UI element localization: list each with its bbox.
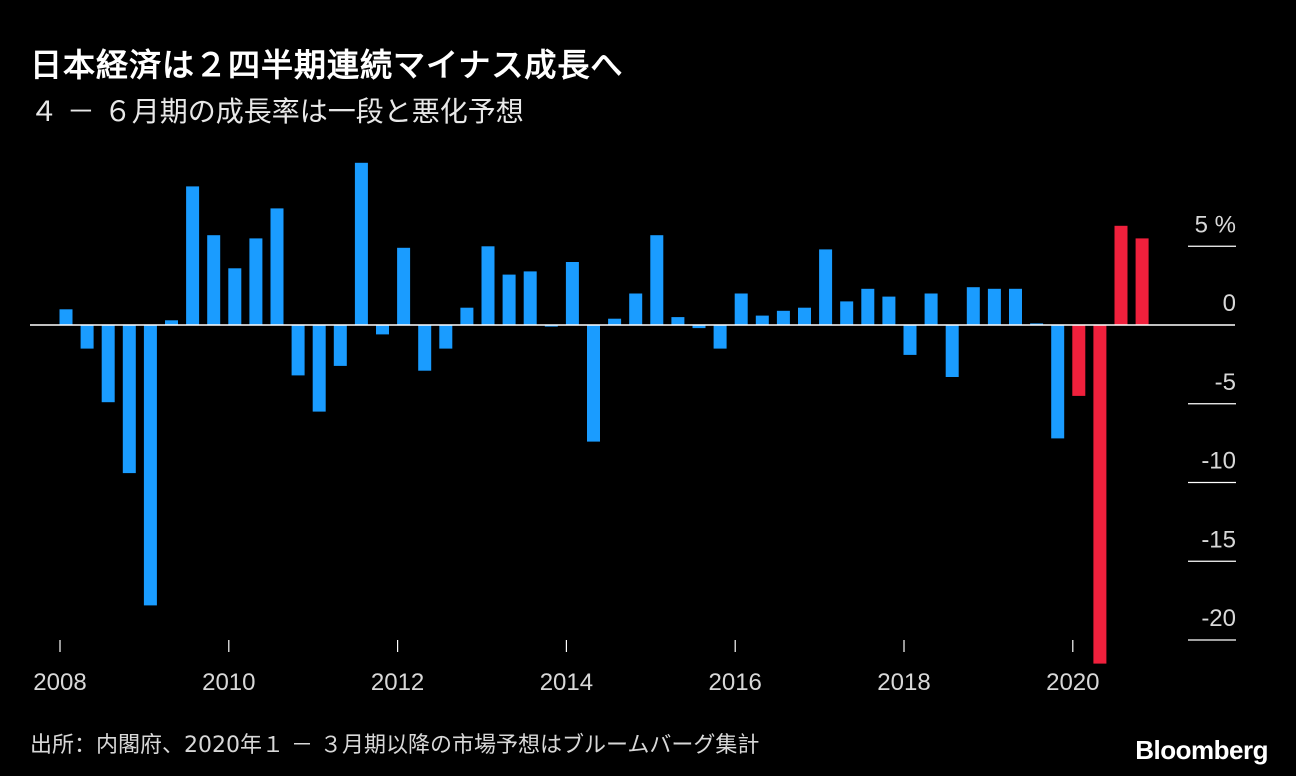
chart-title: 日本経済は２四半期連続マイナス成長へ — [30, 46, 624, 84]
forecast-bar-0 — [1072, 325, 1086, 396]
x-tick-label-6: 2020 — [1046, 669, 1099, 696]
actual-bar-2 — [101, 325, 115, 403]
actual-bar-12 — [312, 325, 326, 412]
actual-bar-42 — [945, 325, 959, 377]
actual-bar-1 — [80, 325, 94, 349]
actual-bar-39 — [882, 296, 896, 325]
actual-bar-18 — [439, 325, 453, 349]
actual-bar-3 — [122, 325, 136, 474]
actual-bar-22 — [523, 271, 537, 325]
actual-bar-21 — [502, 274, 516, 325]
actual-bar-6 — [186, 186, 200, 325]
x-tick-label-0: 2008 — [33, 669, 86, 696]
actual-bar-41 — [924, 293, 938, 325]
forecast-bar-1 — [1093, 325, 1107, 664]
actual-bar-46 — [1030, 323, 1044, 325]
actual-bar-20 — [481, 246, 495, 326]
x-tick-label-3: 2014 — [540, 669, 593, 696]
actual-bar-11 — [291, 325, 305, 376]
source-note: 出所：内閣府、2020年１ － ３月期以降の市場予想はブルームバーグ集計 — [30, 733, 760, 758]
actual-bar-15 — [376, 325, 389, 335]
actual-bar-34 — [776, 310, 790, 325]
chart-subtitle: ４ － ６月期の成長率は一段と悪化予想 — [30, 95, 524, 128]
actual-bar-38 — [861, 288, 875, 325]
x-tick-label-4: 2016 — [709, 669, 762, 696]
actual-bar-14 — [354, 162, 368, 325]
actual-bar-7 — [207, 235, 221, 325]
actual-bar-40 — [903, 325, 917, 355]
actual-bar-43 — [966, 287, 980, 325]
x-tick-label-1: 2010 — [202, 669, 255, 696]
actual-bar-45 — [1009, 288, 1022, 325]
actual-bar-27 — [629, 293, 643, 325]
x-tick-label-2: 2012 — [371, 669, 424, 696]
actual-bar-13 — [333, 325, 347, 366]
actual-bar-47 — [1051, 325, 1065, 439]
forecast-bar-2 — [1114, 225, 1128, 325]
actual-bar-0 — [59, 309, 73, 326]
actual-bar-9 — [249, 238, 263, 325]
actual-bar-17 — [418, 325, 432, 371]
actual-bar-23 — [544, 325, 558, 327]
actual-bar-5 — [165, 320, 178, 325]
actual-bar-10 — [270, 208, 284, 325]
actual-bar-24 — [565, 262, 579, 325]
actual-bar-31 — [713, 325, 727, 349]
actual-bar-44 — [987, 288, 1001, 325]
actual-bar-36 — [819, 249, 833, 325]
y-tick-label-4: -15 — [1201, 526, 1236, 553]
actual-bar-28 — [650, 235, 664, 325]
bloomberg-logo: Bloomberg — [1135, 735, 1268, 765]
y-tick-label-5: -20 — [1201, 605, 1236, 632]
actual-bar-35 — [798, 307, 811, 325]
x-tick-label-5: 2018 — [877, 669, 930, 696]
actual-bar-19 — [460, 307, 474, 325]
actual-bar-4 — [143, 325, 157, 606]
actual-bar-37 — [840, 301, 854, 325]
actual-bar-30 — [692, 325, 706, 329]
forecast-bar-3 — [1135, 238, 1149, 325]
actual-bar-33 — [755, 315, 769, 325]
y-tick-label-0: 5 % — [1195, 211, 1236, 238]
y-tick-label-1: 0 — [1223, 290, 1236, 317]
y-tick-label-3: -10 — [1201, 448, 1236, 475]
actual-bar-25 — [587, 325, 600, 442]
actual-bar-8 — [228, 268, 242, 325]
y-tick-label-2: -5 — [1215, 369, 1236, 396]
actual-bar-29 — [671, 317, 685, 325]
actual-bar-26 — [608, 318, 622, 325]
actual-bar-32 — [734, 293, 748, 325]
actual-bar-16 — [397, 247, 411, 325]
